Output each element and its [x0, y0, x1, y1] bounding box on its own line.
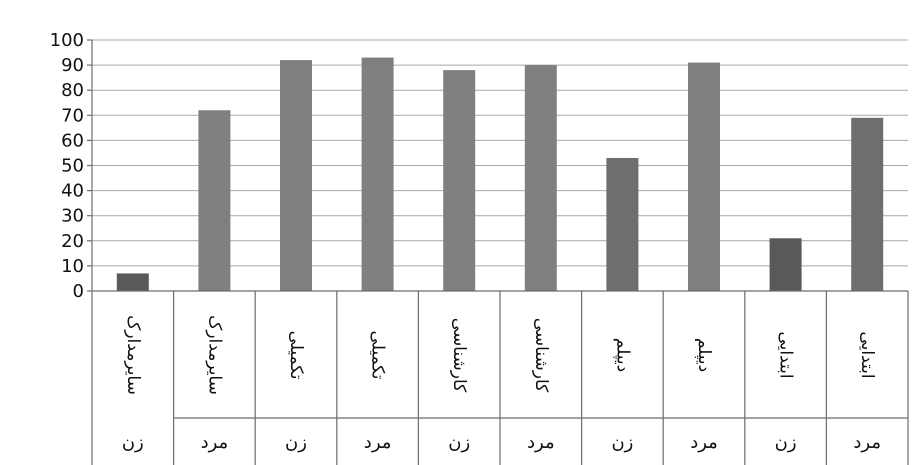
y-tick-label: 20 — [61, 231, 84, 252]
category-label: دیپلم — [694, 338, 714, 372]
y-tick-label: 90 — [61, 55, 84, 76]
y-tick-label: 0 — [73, 281, 84, 302]
bar — [606, 157, 639, 291]
bar — [769, 238, 802, 291]
labels: 0 10 20 30 40 50 60 70 80 90 100 سایرمدارک زن سایرمدا… — [50, 30, 881, 453]
category-label: تکمیلی — [286, 331, 306, 380]
bar — [280, 60, 312, 291]
category-label: سایرمدارک — [123, 315, 143, 395]
y-tick-label: 70 — [61, 105, 84, 126]
y-tick-label: 10 — [61, 256, 84, 277]
bar — [116, 273, 149, 291]
y-tick-label: 100 — [50, 30, 84, 51]
category-label: ابتدایی — [857, 331, 877, 378]
y-tick-label: 40 — [61, 181, 84, 202]
group-label: مرد — [527, 432, 555, 453]
group-label: زن — [285, 432, 307, 453]
group-label: مرد — [201, 432, 229, 453]
group-label: زن — [122, 432, 144, 453]
y-tick-label: 60 — [61, 130, 84, 151]
y-tick-label: 30 — [61, 206, 84, 227]
category-label: دیپلم — [612, 338, 632, 372]
bar — [443, 70, 476, 292]
bar — [851, 117, 884, 291]
category-label: سایرمدارک — [204, 315, 224, 395]
group-label: زن — [448, 432, 470, 453]
category-label: ابتدایی — [776, 331, 796, 378]
group-label: مرد — [690, 432, 718, 453]
y-tick-label: 80 — [61, 80, 84, 101]
y-tick-label: 50 — [61, 156, 84, 177]
bar — [361, 57, 394, 291]
category-label: کارشناسی — [449, 318, 469, 393]
group-label: مرد — [853, 432, 881, 453]
group-label: زن — [611, 432, 633, 453]
group-label: زن — [775, 432, 797, 453]
bar — [198, 110, 231, 291]
bars — [116, 57, 884, 292]
group-label: مرد — [364, 432, 392, 453]
axes — [87, 39, 909, 465]
bar — [688, 62, 720, 292]
category-label: کارشناسی — [531, 318, 551, 393]
category-label: تکمیلی — [368, 331, 388, 380]
bar — [524, 65, 557, 291]
